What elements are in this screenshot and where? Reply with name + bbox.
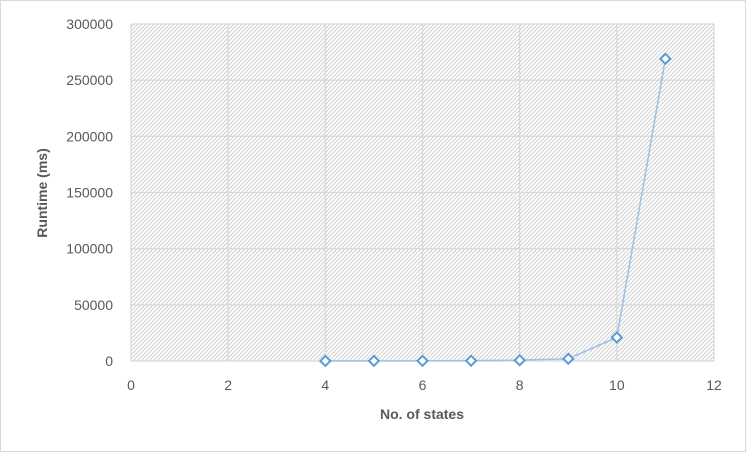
y-tick-label: 300000 bbox=[66, 16, 113, 32]
x-axis-ticks: 0 2 4 6 8 10 12 bbox=[127, 377, 722, 393]
series-line bbox=[325, 58, 667, 362]
x-tick-label: 4 bbox=[321, 377, 329, 393]
gridlines bbox=[130, 23, 715, 362]
x-tick-label: 0 bbox=[127, 377, 135, 393]
y-axis-ticks: 0 50000 100000 150000 200000 250000 300000 bbox=[66, 16, 113, 369]
y-tick-label: 100000 bbox=[66, 241, 113, 257]
y-tick-label: 0 bbox=[105, 353, 113, 369]
data-point bbox=[659, 52, 672, 66]
y-axis-title: Runtime (ms) bbox=[34, 148, 50, 237]
data-point bbox=[318, 354, 332, 368]
x-tick-label: 6 bbox=[419, 377, 427, 393]
x-tick-label: 12 bbox=[706, 377, 722, 393]
data-point bbox=[464, 354, 478, 368]
data-point bbox=[367, 354, 381, 368]
y-tick-label: 50000 bbox=[74, 297, 113, 313]
data-point bbox=[610, 330, 624, 344]
x-axis-title: No. of states bbox=[380, 406, 464, 422]
y-tick-label: 150000 bbox=[66, 185, 113, 201]
x-tick-label: 8 bbox=[516, 377, 524, 393]
x-tick-label: 10 bbox=[609, 377, 625, 393]
series-group bbox=[318, 52, 672, 368]
data-point bbox=[416, 354, 429, 368]
data-point bbox=[513, 353, 527, 367]
y-tick-label: 200000 bbox=[66, 128, 113, 144]
data-point bbox=[561, 352, 575, 366]
y-tick-label: 250000 bbox=[66, 72, 113, 88]
x-tick-label: 2 bbox=[224, 377, 232, 393]
